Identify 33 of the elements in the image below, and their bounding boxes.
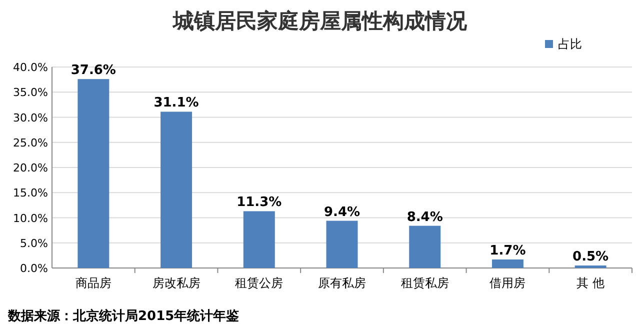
bar — [492, 259, 524, 268]
data-label: 8.4% — [406, 210, 443, 225]
data-label: 1.7% — [490, 243, 526, 258]
y-tick-label: 15.0% — [13, 186, 48, 200]
x-tick-label: 商品房 — [75, 276, 112, 290]
data-label: 0.5% — [572, 249, 609, 264]
data-label: 37.6% — [70, 63, 116, 78]
y-tick-label: 40.0% — [13, 61, 48, 74]
chart-title: 城镇居民家庭房屋属性构成情况 — [172, 8, 468, 33]
y-tick-label: 0.0% — [20, 262, 48, 275]
data-label: 31.1% — [154, 96, 199, 111]
x-tick-label: 其 他 — [576, 276, 604, 290]
bar — [160, 112, 192, 268]
x-tick-label: 租赁公房 — [235, 276, 284, 290]
data-label: 9.4% — [324, 204, 360, 220]
y-tick-label: 35.0% — [13, 86, 48, 100]
x-tick-label: 房改私房 — [152, 276, 200, 290]
bar — [243, 211, 275, 268]
y-tick-label: 20.0% — [13, 162, 48, 174]
x-tick-label: 原有私房 — [318, 276, 366, 290]
x-tick-label: 租赁私房 — [400, 276, 449, 290]
bar — [78, 79, 110, 268]
y-tick-label: 30.0% — [13, 111, 48, 124]
source-note: 数据来源：北京统计局2015年统计年鉴 — [7, 308, 240, 324]
bar — [574, 265, 606, 268]
bar — [326, 220, 358, 268]
x-tick-label: 借用房 — [490, 276, 526, 290]
y-tick-label: 5.0% — [20, 236, 48, 250]
legend-label: 占比 — [558, 37, 582, 51]
bar — [409, 226, 441, 268]
y-tick-label: 25.0% — [13, 136, 48, 150]
data-label: 11.3% — [236, 195, 282, 210]
y-tick-label: 10.0% — [13, 212, 48, 225]
